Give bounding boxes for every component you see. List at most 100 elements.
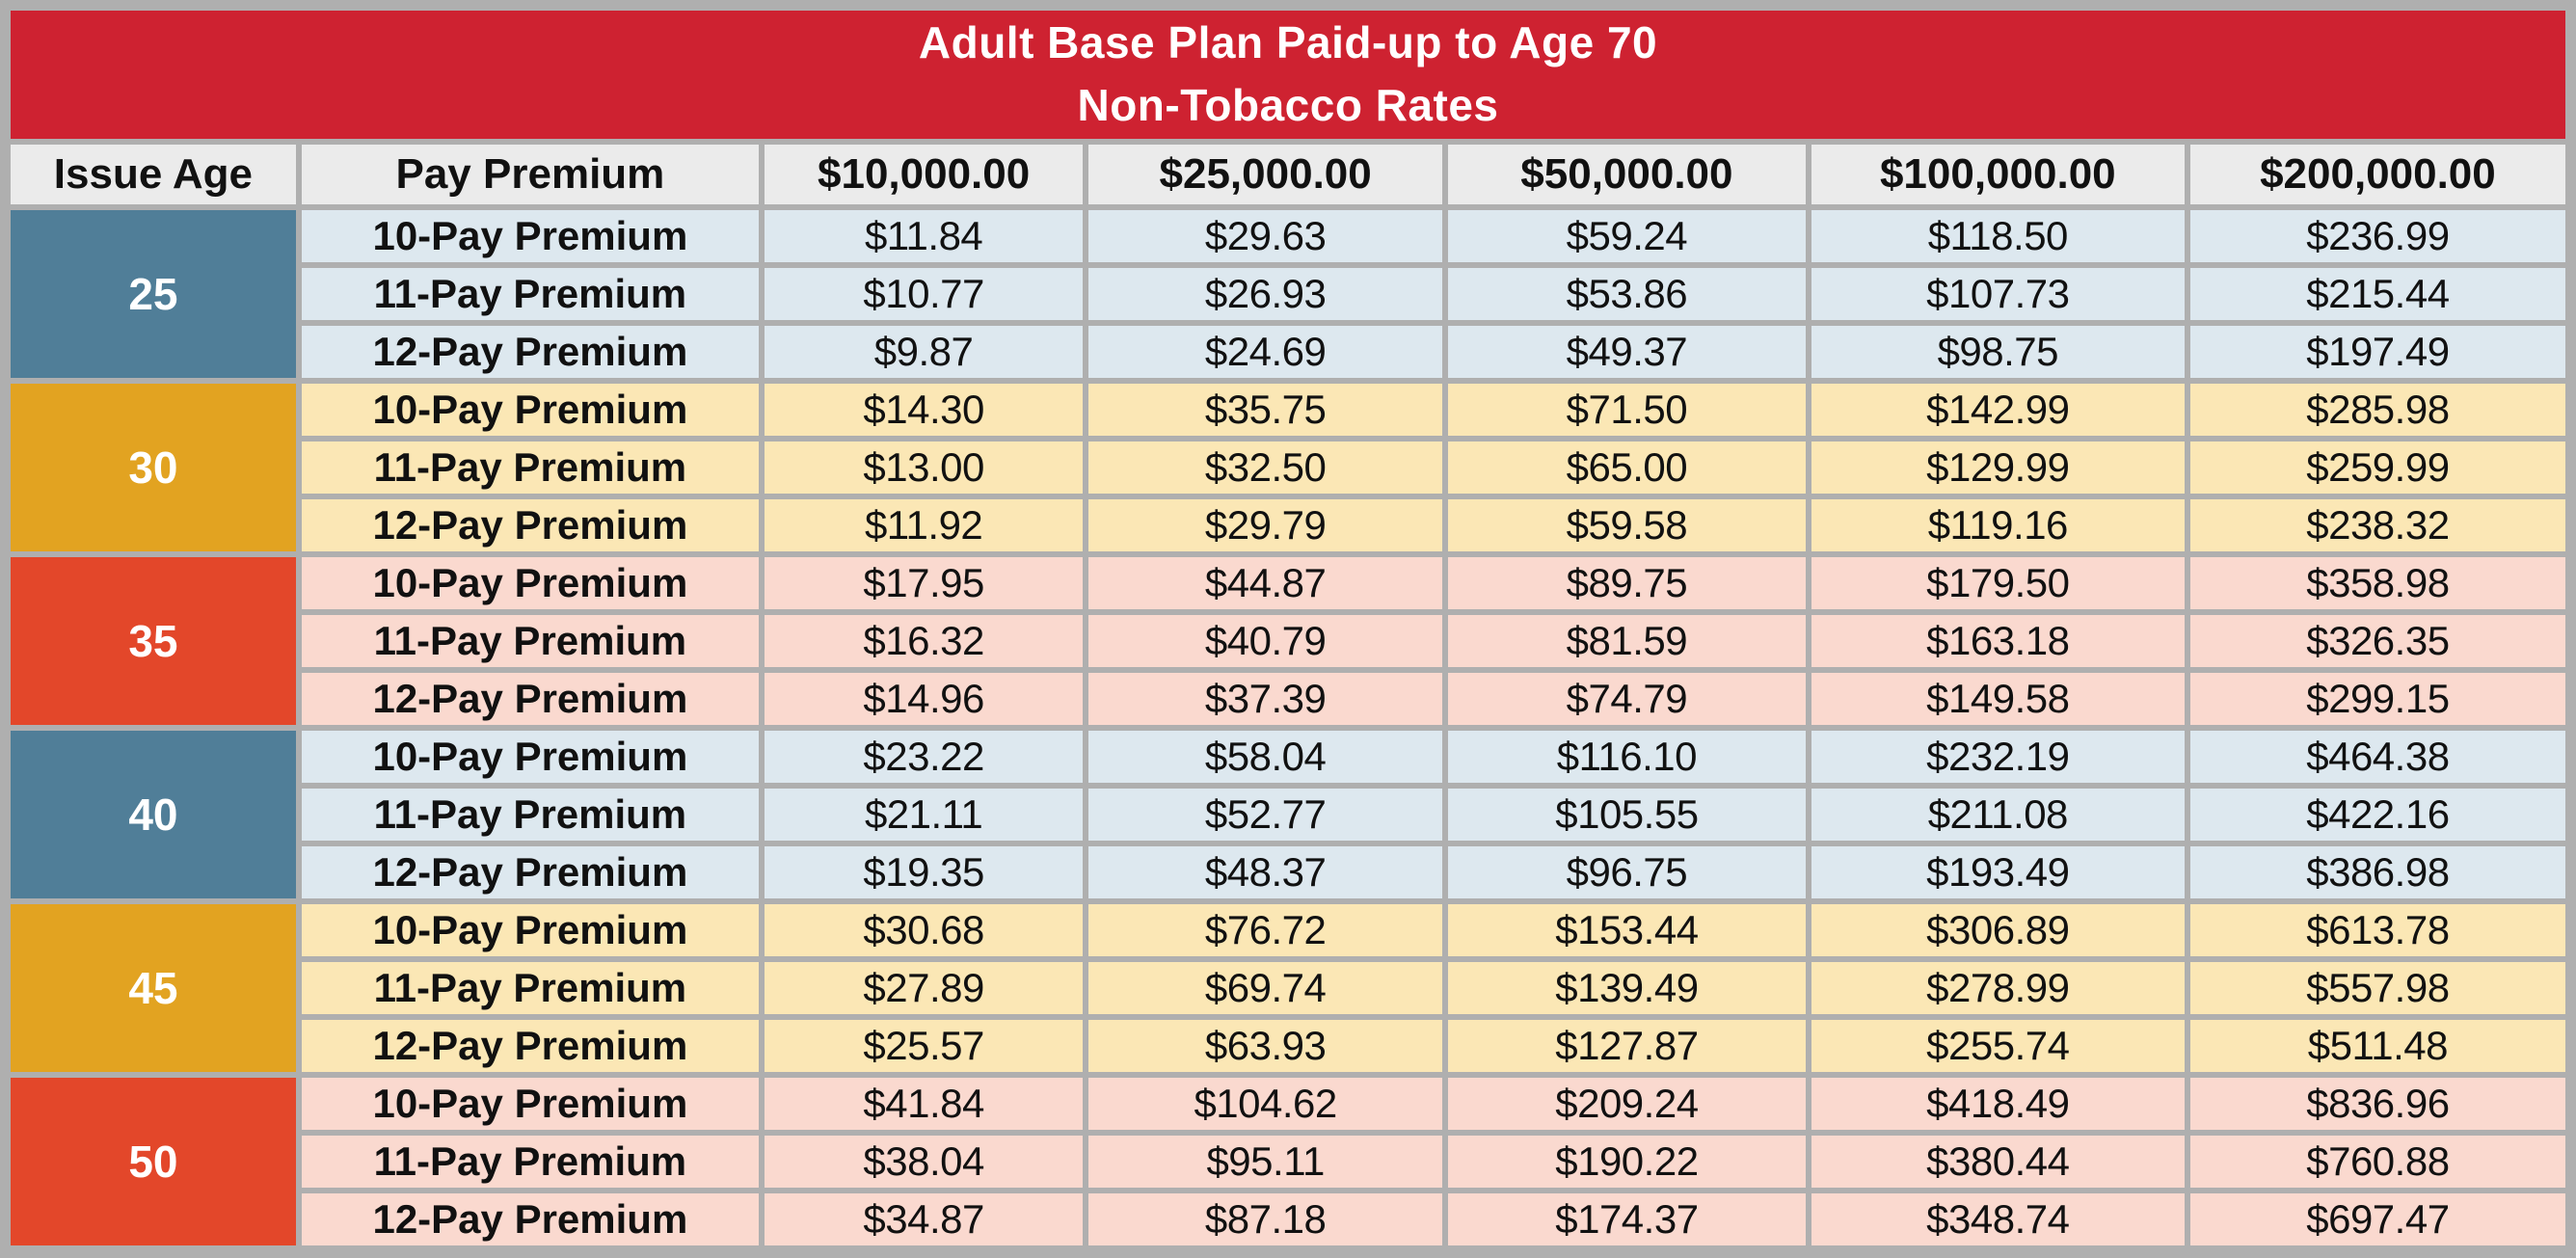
premium-value: $35.75 bbox=[1088, 383, 1442, 436]
premium-value: $118.50 bbox=[1811, 209, 2185, 262]
premium-value: $116.10 bbox=[1448, 730, 1806, 783]
column-header-pay-premium: Pay Premium bbox=[301, 144, 759, 204]
premium-value: $255.74 bbox=[1811, 1019, 2185, 1072]
premium-value: $190.22 bbox=[1448, 1135, 1806, 1188]
rate-row-age30-10-pay-premium: 30 10-Pay Premium $14.30 $35.75 $71.50 $142.9… bbox=[11, 383, 2565, 551]
premium-value: $30.68 bbox=[764, 903, 1084, 956]
rate-row-age35-11-pay-premium: 11-Pay Premium $16.32 $40.79 $81.59 $163.18 $… bbox=[11, 614, 2565, 667]
rate-row-age35-12-pay-premium: 12-Pay Premium $14.96 $37.39 $74.79 $149.58 $… bbox=[11, 672, 2565, 725]
premium-value: $24.69 bbox=[1088, 325, 1442, 378]
premium-value: $14.96 bbox=[764, 672, 1084, 725]
premium-value: $511.48 bbox=[2189, 1019, 2565, 1072]
age-cell-50: 50 bbox=[11, 1077, 296, 1245]
premium-value: $211.08 bbox=[1811, 788, 2185, 841]
age-cell-30: 30 bbox=[11, 383, 296, 551]
premium-value: $139.49 bbox=[1448, 961, 1806, 1014]
rate-row-age25-11-pay-premium: 11-Pay Premium $10.77 $26.93 $53.86 $107.73 $… bbox=[11, 267, 2565, 320]
premium-value: $209.24 bbox=[1448, 1077, 1806, 1130]
pay-premium-label: 10-Pay Premium bbox=[301, 383, 759, 436]
premium-value: $422.16 bbox=[2189, 788, 2565, 841]
column-header-10-000-00: $10,000.00 bbox=[764, 144, 1084, 204]
premium-value: $259.99 bbox=[2189, 441, 2565, 494]
premium-value: $174.37 bbox=[1448, 1192, 1806, 1245]
premium-value: $98.75 bbox=[1811, 325, 2185, 378]
premium-value: $697.47 bbox=[2189, 1192, 2565, 1245]
column-header-100-000-00: $100,000.00 bbox=[1811, 144, 2185, 204]
premium-value: $142.99 bbox=[1811, 383, 2185, 436]
premium-value: $69.74 bbox=[1088, 961, 1442, 1014]
premium-value: $32.50 bbox=[1088, 441, 1442, 494]
pay-premium-label: 11-Pay Premium bbox=[301, 1135, 759, 1188]
premium-value: $9.87 bbox=[764, 325, 1084, 378]
column-header-25-000-00: $25,000.00 bbox=[1088, 144, 1442, 204]
pay-premium-label: 10-Pay Premium bbox=[301, 730, 759, 783]
premium-value: $11.92 bbox=[764, 498, 1084, 551]
premium-value: $59.24 bbox=[1448, 209, 1806, 262]
premium-value: $153.44 bbox=[1448, 903, 1806, 956]
rate-row-age45-10-pay-premium: 45 10-Pay Premium $30.68 $76.72 $153.44 $306.… bbox=[11, 903, 2565, 1072]
premium-value: $193.49 bbox=[1811, 845, 2185, 898]
premium-value: $89.75 bbox=[1448, 556, 1806, 609]
premium-value: $418.49 bbox=[1811, 1077, 2185, 1130]
premium-value: $29.63 bbox=[1088, 209, 1442, 262]
premium-value: $557.98 bbox=[2189, 961, 2565, 1014]
premium-value: $34.87 bbox=[764, 1192, 1084, 1245]
premium-value: $119.16 bbox=[1811, 498, 2185, 551]
premium-value: $836.96 bbox=[2189, 1077, 2565, 1130]
rate-row-age25-12-pay-premium: 12-Pay Premium $9.87 $24.69 $49.37 $98.75 $19… bbox=[11, 325, 2565, 378]
pay-premium-label: 12-Pay Premium bbox=[301, 845, 759, 898]
rate-table: Adult Base Plan Paid-up to Age 70 Non-To… bbox=[5, 5, 2571, 1251]
premium-value: $87.18 bbox=[1088, 1192, 1442, 1245]
age-cell-35: 35 bbox=[11, 556, 296, 725]
column-header-200-000-00: $200,000.00 bbox=[2189, 144, 2565, 204]
age-cell-25: 25 bbox=[11, 209, 296, 378]
rate-row-age30-11-pay-premium: 11-Pay Premium $13.00 $32.50 $65.00 $129.99 $… bbox=[11, 441, 2565, 494]
premium-value: $285.98 bbox=[2189, 383, 2565, 436]
pay-premium-label: 12-Pay Premium bbox=[301, 325, 759, 378]
premium-value: $63.93 bbox=[1088, 1019, 1442, 1072]
premium-value: $129.99 bbox=[1811, 441, 2185, 494]
pay-premium-label: 10-Pay Premium bbox=[301, 1077, 759, 1130]
premium-value: $48.37 bbox=[1088, 845, 1442, 898]
pay-premium-label: 11-Pay Premium bbox=[301, 961, 759, 1014]
column-header-50-000-00: $50,000.00 bbox=[1448, 144, 1806, 204]
premium-value: $104.62 bbox=[1088, 1077, 1442, 1130]
premium-value: $41.84 bbox=[764, 1077, 1084, 1130]
pay-premium-label: 12-Pay Premium bbox=[301, 1192, 759, 1245]
premium-value: $306.89 bbox=[1811, 903, 2185, 956]
premium-value: $215.44 bbox=[2189, 267, 2565, 320]
title-line-plan: Adult Base Plan Paid-up to Age 70 bbox=[918, 17, 1658, 67]
premium-value: $81.59 bbox=[1448, 614, 1806, 667]
premium-value: $149.58 bbox=[1811, 672, 2185, 725]
premium-value: $105.55 bbox=[1448, 788, 1806, 841]
title-line-rates: Non-Tobacco Rates bbox=[1077, 80, 1499, 131]
pay-premium-label: 12-Pay Premium bbox=[301, 498, 759, 551]
premium-value: $25.57 bbox=[764, 1019, 1084, 1072]
premium-value: $49.37 bbox=[1448, 325, 1806, 378]
premium-value: $65.00 bbox=[1448, 441, 1806, 494]
premium-value: $76.72 bbox=[1088, 903, 1442, 956]
column-header-issue-age: Issue Age bbox=[11, 144, 296, 204]
premium-value: $13.00 bbox=[764, 441, 1084, 494]
rate-row-age35-10-pay-premium: 35 10-Pay Premium $17.95 $44.87 $89.75 $179.5… bbox=[11, 556, 2565, 725]
premium-value: $59.58 bbox=[1448, 498, 1806, 551]
age-cell-40: 40 bbox=[11, 730, 296, 898]
premium-value: $386.98 bbox=[2189, 845, 2565, 898]
pay-premium-label: 10-Pay Premium bbox=[301, 903, 759, 956]
pay-premium-label: 10-Pay Premium bbox=[301, 209, 759, 262]
rate-row-age40-12-pay-premium: 12-Pay Premium $19.35 $48.37 $96.75 $193.49 $… bbox=[11, 845, 2565, 898]
premium-value: $74.79 bbox=[1448, 672, 1806, 725]
rate-row-age30-12-pay-premium: 12-Pay Premium $11.92 $29.79 $59.58 $119.16 $… bbox=[11, 498, 2565, 551]
premium-value: $17.95 bbox=[764, 556, 1084, 609]
premium-value: $326.35 bbox=[2189, 614, 2565, 667]
premium-value: $16.32 bbox=[764, 614, 1084, 667]
pay-premium-label: 11-Pay Premium bbox=[301, 614, 759, 667]
rate-row-age45-12-pay-premium: 12-Pay Premium $25.57 $63.93 $127.87 $255.74… bbox=[11, 1019, 2565, 1072]
age-cell-45: 45 bbox=[11, 903, 296, 1072]
premium-value: $760.88 bbox=[2189, 1135, 2565, 1188]
table-title: Adult Base Plan Paid-up to Age 70 Non-To… bbox=[11, 11, 2565, 139]
premium-value: $96.75 bbox=[1448, 845, 1806, 898]
premium-value: $358.98 bbox=[2189, 556, 2565, 609]
premium-value: $464.38 bbox=[2189, 730, 2565, 783]
